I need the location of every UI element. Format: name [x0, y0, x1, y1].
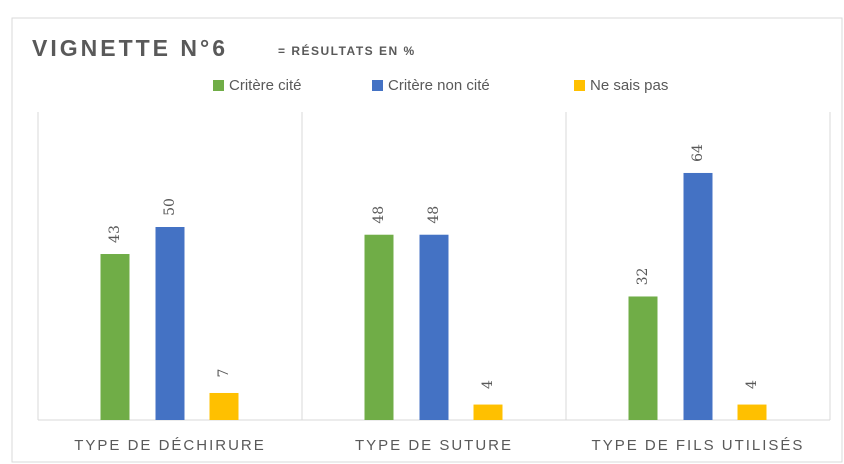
- x-tick-label: TYPE DE SUTURE: [355, 437, 513, 454]
- chart-subtitle: = RÉSULTATS EN %: [278, 43, 416, 58]
- data-label: 4: [744, 380, 760, 389]
- data-label: 4: [480, 380, 496, 389]
- chart-title: VIGNETTE N°6: [32, 35, 228, 61]
- legend-swatch: [574, 80, 585, 91]
- legend-label: Critère cité: [229, 77, 302, 94]
- bar: [419, 234, 449, 420]
- x-tick-label: TYPE DE FILS UTILISÉS: [592, 437, 805, 454]
- data-label: 64: [690, 144, 706, 162]
- data-label: 50: [162, 198, 178, 216]
- bar: [737, 404, 767, 420]
- bar: [209, 392, 239, 420]
- data-label: 43: [107, 225, 123, 243]
- x-tick-label: TYPE DE DÉCHIRURE: [74, 437, 266, 454]
- data-label: 48: [426, 206, 442, 224]
- bar: [683, 172, 713, 420]
- data-label: 7: [216, 369, 232, 378]
- bar: [364, 234, 394, 420]
- bar: [100, 254, 130, 420]
- legend-swatch: [372, 80, 383, 91]
- legend-label: Ne sais pas: [590, 77, 668, 94]
- data-label: 48: [371, 206, 387, 224]
- bar: [155, 227, 185, 420]
- legend-label: Critère non cité: [388, 77, 490, 94]
- legend-swatch: [213, 80, 224, 91]
- bar: [628, 296, 658, 420]
- bar: [473, 404, 503, 420]
- data-label: 32: [635, 268, 651, 286]
